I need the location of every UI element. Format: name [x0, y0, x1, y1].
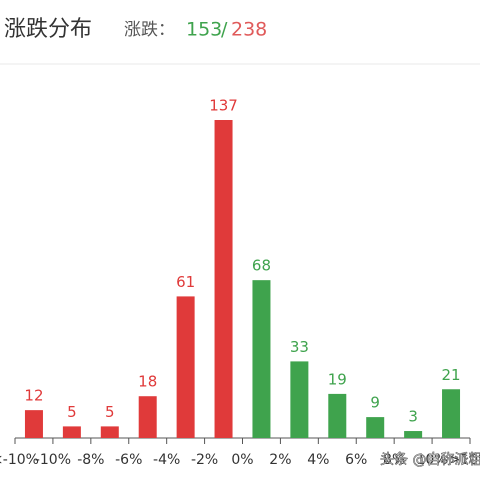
x-tick-label: 0%: [231, 452, 253, 468]
bar: [442, 389, 461, 438]
bar: [176, 296, 195, 438]
value-label: 3: [408, 408, 418, 426]
value-label: 68: [252, 257, 271, 275]
ratio-label: 涨跌：: [124, 20, 175, 40]
up-count: 153: [186, 19, 222, 41]
watermark: 头条 @自称派粗: [380, 451, 480, 468]
value-label: 21: [441, 366, 460, 384]
bar: [328, 393, 347, 438]
separator: /: [221, 19, 228, 41]
x-tick-label: 10%: [417, 452, 448, 468]
bar: [290, 361, 309, 438]
x-tick-label: -6%: [115, 452, 142, 468]
bar: [100, 426, 119, 438]
x-tick-label: -2%: [191, 452, 218, 468]
x-tick-label: >10%: [449, 452, 480, 468]
bar: [404, 431, 423, 438]
bar: [252, 280, 271, 438]
value-label: 61: [176, 273, 195, 291]
value-label: 19: [328, 370, 347, 388]
x-tick-label: -4%: [153, 452, 180, 468]
x-tick-label: -10%: [35, 452, 71, 468]
value-label: 5: [67, 403, 77, 421]
value-label: 5: [105, 403, 115, 421]
x-tick-label: 2%: [269, 452, 291, 468]
value-label: 33: [290, 338, 309, 356]
x-tick-label: 4%: [307, 452, 329, 468]
value-label: 9: [370, 394, 380, 412]
bar: [214, 120, 233, 438]
bar: [138, 396, 157, 438]
x-tick-label: 6%: [345, 452, 367, 468]
bar: [366, 417, 385, 438]
down-count: 238: [231, 19, 267, 41]
value-label: 18: [138, 373, 157, 391]
bar: [24, 410, 43, 438]
bar: [62, 426, 81, 438]
value-label: 12: [24, 387, 43, 405]
x-tick-label: 8%: [383, 452, 405, 468]
plot: 12 5 5 18 61 137 68 33 19 9 3 21 <-10%-10% -8% -6% -4%-…: [0, 97, 480, 469]
title: 涨跌分布: [4, 17, 92, 42]
x-tick-label: <-10%: [0, 452, 39, 468]
value-label: 137: [209, 97, 238, 115]
x-tick-label: -8%: [77, 452, 104, 468]
